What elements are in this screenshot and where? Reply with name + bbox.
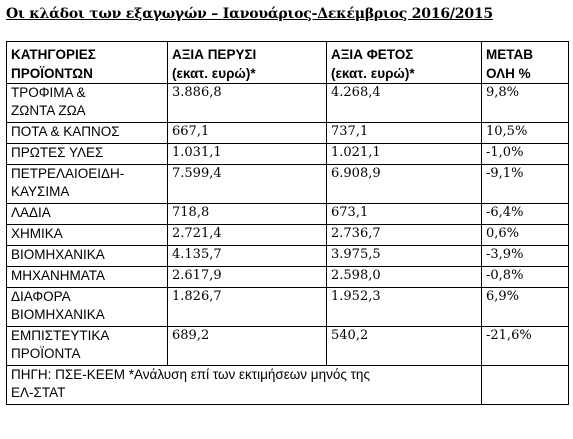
category-cell: ΒΙΟΜΗΧΑΝΙΚΑ <box>6 245 168 267</box>
curr-value-cell: 737,1 <box>326 122 482 144</box>
curr-value-cell: 2.736,7 <box>326 224 482 246</box>
curr-value-cell: 6.908,9 <box>326 164 482 204</box>
change-cell: -3,9% <box>481 245 569 267</box>
category-cell: ΕΜΠΙΣΤΕΥΤΙΚΑ ΠΡΟΪΟΝΤΑ <box>6 326 168 366</box>
header-prev-value: ΑΞΙΑ ΠΕΡΥΣΙ (εκατ. ευρώ)* <box>167 41 327 84</box>
curr-value-cell: 540,2 <box>326 326 482 366</box>
category-cell: ΤΡΟΦΙΜΑ & ΖΩΝΤΑ ΖΩΑ <box>6 83 168 123</box>
category-cell: ΠΟΤΑ & ΚΑΠΝΟΣ <box>6 122 168 144</box>
header-change: ΜΕΤΑΒ ΟΛΗ % <box>481 41 569 84</box>
prev-value-cell: 7.599,4 <box>167 164 327 204</box>
prev-value-cell: 1.031,1 <box>167 143 327 165</box>
header-curr-value: ΑΞΙΑ ΦΕΤΟΣ (εκατ. ευρώ)* <box>326 41 482 84</box>
change-cell: -21,6% <box>481 326 569 366</box>
source-note: ΠΗΓΗ: ΠΣΕ-ΚΕΕΜ *Ανάλυση επί των εκτιμήσε… <box>6 365 482 405</box>
table-row: ΕΜΠΙΣΤΕΥΤΙΚΑ ΠΡΟΪΟΝΤΑ 689,2 540,2 -21,6% <box>6 326 569 366</box>
category-cell: ΜΗΧΑΝΗΜΑΤΑ <box>6 266 168 288</box>
change-cell: 9,8% <box>481 83 569 123</box>
category-cell: ΠΕΤΡΕΛΑΙΟΕΙΔΗ- ΚΑΥΣΙΜΑ <box>6 164 168 204</box>
curr-value-cell: 1.952,3 <box>326 287 482 327</box>
prev-value-cell: 2.721,4 <box>167 224 327 246</box>
change-cell: 6,9% <box>481 287 569 327</box>
category-cell: ΠΡΩΤΕΣ ΥΛΕΣ <box>6 143 168 165</box>
category-cell: ΔΙΑΦΟΡΑ ΒΙΟΜΗΧΑΝΙΚΑ <box>6 287 168 327</box>
category-cell: ΛΑΔΙΑ <box>6 203 168 225</box>
change-cell: -0,8% <box>481 266 569 288</box>
table-row: ΔΙΑΦΟΡΑ ΒΙΟΜΗΧΑΝΙΚΑ 1.826,7 1.952,3 6,9% <box>6 287 569 327</box>
curr-value-cell: 4.268,4 <box>326 83 482 123</box>
table-row: ΤΡΟΦΙΜΑ & ΖΩΝΤΑ ΖΩΑ 3.886,8 4.268,4 9,8% <box>6 83 569 123</box>
table-row: ΜΗΧΑΝΗΜΑΤΑ 2.617,9 2.598,0 -0,8% <box>6 266 569 288</box>
change-cell: 0,6% <box>481 224 569 246</box>
curr-value-cell: 3.975,5 <box>326 245 482 267</box>
change-cell: -9,1% <box>481 164 569 204</box>
prev-value-cell: 1.826,7 <box>167 287 327 327</box>
table-row: ΧΗΜΙΚΑ 2.721,4 2.736,7 0,6% <box>6 224 569 246</box>
exports-table: ΚΑΤΗΓΟΡΙΕΣ ΠΡΟΪΟΝΤΩΝ ΑΞΙΑ ΠΕΡΥΣΙ (εκατ. ευ… <box>6 41 569 405</box>
header-row: ΚΑΤΗΓΟΡΙΕΣ ΠΡΟΪΟΝΤΩΝ ΑΞΙΑ ΠΕΡΥΣΙ (εκατ. ευ… <box>6 41 569 84</box>
source-row: ΠΗΓΗ: ΠΣΕ-ΚΕΕΜ *Ανάλυση επί των εκτιμήσε… <box>6 365 569 405</box>
source-empty-cell <box>481 365 569 405</box>
table-row: ΒΙΟΜΗΧΑΝΙΚΑ 4.135,7 3.975,5 -3,9% <box>6 245 569 267</box>
prev-value-cell: 667,1 <box>167 122 327 144</box>
curr-value-cell: 2.598,0 <box>326 266 482 288</box>
prev-value-cell: 2.617,9 <box>167 266 327 288</box>
header-category: ΚΑΤΗΓΟΡΙΕΣ ΠΡΟΪΟΝΤΩΝ <box>6 41 168 84</box>
prev-value-cell: 718,8 <box>167 203 327 225</box>
table-row: ΠΡΩΤΕΣ ΥΛΕΣ 1.031,1 1.021,1 -1,0% <box>6 143 569 165</box>
change-cell: 10,5% <box>481 122 569 144</box>
prev-value-cell: 4.135,7 <box>167 245 327 267</box>
change-cell: -1,0% <box>481 143 569 165</box>
table-row: ΛΑΔΙΑ 718,8 673,1 -6,4% <box>6 203 569 225</box>
curr-value-cell: 1.021,1 <box>326 143 482 165</box>
category-cell: ΧΗΜΙΚΑ <box>6 224 168 246</box>
change-cell: -6,4% <box>481 203 569 225</box>
table-row: ΠΕΤΡΕΛΑΙΟΕΙΔΗ- ΚΑΥΣΙΜΑ 7.599,4 6.908,9 -9… <box>6 164 569 204</box>
prev-value-cell: 3.886,8 <box>167 83 327 123</box>
curr-value-cell: 673,1 <box>326 203 482 225</box>
table-row: ΠΟΤΑ & ΚΑΠΝΟΣ 667,1 737,1 10,5% <box>6 122 569 144</box>
prev-value-cell: 689,2 <box>167 326 327 366</box>
page-title: Οι κλάδοι των εξαγωγών – Ιανουάριος-Δεκέ… <box>6 6 493 22</box>
